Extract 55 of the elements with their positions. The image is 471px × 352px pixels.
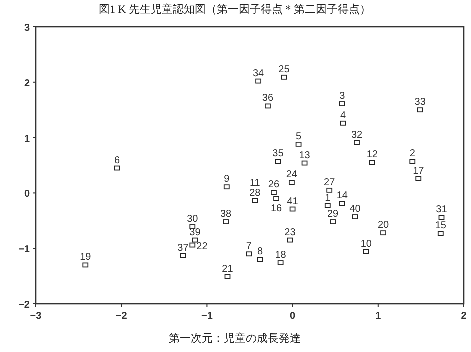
annotation: 33 bbox=[414, 97, 426, 108]
annotation: 11 bbox=[250, 178, 261, 189]
annotation: 41 bbox=[287, 196, 299, 208]
annotation: 19 bbox=[80, 252, 92, 264]
annotation: 36 bbox=[262, 93, 274, 104]
annotation: 20 bbox=[378, 220, 390, 232]
x-tick-label: −1 bbox=[201, 311, 214, 322]
x-tick-label: −3 bbox=[30, 311, 42, 322]
annotation: 31 bbox=[436, 204, 448, 216]
annotation: 25 bbox=[278, 64, 290, 76]
chart-title: 図1 K 先生児童認知図（第一因子得点＊第二因子得点） bbox=[99, 3, 371, 16]
y-tick-label: 1 bbox=[24, 134, 30, 145]
x-tick-label: 1 bbox=[376, 311, 382, 322]
annotation: 4 bbox=[340, 110, 347, 122]
annotation: 30 bbox=[187, 214, 199, 225]
annotation: 39 bbox=[190, 227, 202, 238]
annotation: 32 bbox=[351, 130, 363, 141]
annotation: 5 bbox=[296, 131, 302, 142]
y-tick-label: −1 bbox=[18, 244, 30, 256]
annotation: 29 bbox=[327, 209, 340, 220]
annotation: 22 bbox=[196, 241, 208, 252]
annotation: 37 bbox=[178, 242, 190, 254]
annotation: 6 bbox=[114, 155, 121, 166]
annotation: 26 bbox=[268, 180, 280, 191]
annotation: 2 bbox=[410, 148, 416, 160]
annotation: 8 bbox=[257, 246, 264, 258]
annotation: 18 bbox=[275, 250, 287, 262]
annotation: 34 bbox=[252, 68, 265, 80]
annotation: 12 bbox=[366, 150, 378, 161]
annotation: 10 bbox=[360, 238, 372, 250]
y-tick-label: 2 bbox=[24, 78, 30, 90]
annotation: 14 bbox=[336, 190, 348, 202]
annotation: 9 bbox=[224, 174, 230, 186]
x-tick-label: 2 bbox=[461, 311, 468, 322]
y-tick-label: 3 bbox=[24, 23, 30, 34]
annotation: 21 bbox=[222, 264, 234, 275]
y-tick-label: −2 bbox=[18, 300, 30, 311]
annotation: 13 bbox=[299, 150, 311, 162]
annotation: 3 bbox=[340, 91, 346, 102]
annotation: 38 bbox=[220, 209, 232, 220]
x-tick-label: −2 bbox=[116, 311, 128, 322]
annotation: 15 bbox=[435, 220, 447, 232]
annotation: 40 bbox=[350, 204, 362, 216]
x-tick-label: 0 bbox=[290, 311, 296, 322]
x-axis-title: 第一次元：児童の成長発達 bbox=[169, 332, 301, 345]
annotation: 1 bbox=[325, 192, 332, 204]
annotation: 17 bbox=[413, 166, 425, 177]
annotation: 24 bbox=[286, 170, 298, 181]
annotation: 28 bbox=[250, 188, 262, 199]
y-tick-label: 0 bbox=[24, 189, 30, 200]
annotation: 35 bbox=[272, 148, 284, 160]
annotation: 7 bbox=[246, 241, 252, 252]
annotation: 16 bbox=[270, 204, 283, 215]
annotation: 27 bbox=[324, 177, 336, 188]
annotation: 23 bbox=[284, 227, 296, 238]
